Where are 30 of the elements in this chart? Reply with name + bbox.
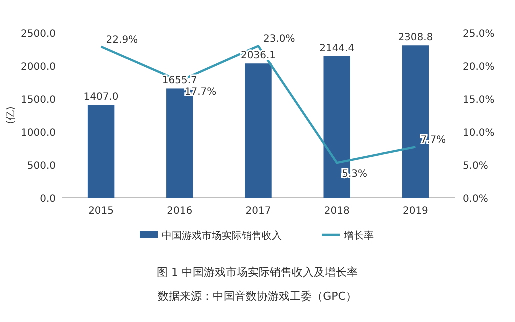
data-label: 1407.0 bbox=[84, 92, 119, 104]
bar bbox=[245, 64, 272, 198]
data-label: 1655.7 bbox=[162, 76, 198, 87]
y2-tick-label: 10.0% bbox=[463, 128, 495, 139]
data-label: 23.0% bbox=[264, 34, 296, 46]
legend-label: 中国游戏市场实际销售收入 bbox=[162, 230, 282, 242]
data-label: 22.9% bbox=[106, 34, 138, 46]
data-label: 2144.4 bbox=[320, 43, 355, 54]
x-tick-label: 2017 bbox=[246, 206, 272, 217]
x-tick-label: 2018 bbox=[324, 206, 350, 217]
y-tick-label: 0.0 bbox=[40, 194, 56, 205]
x-tick-label: 2016 bbox=[167, 206, 193, 217]
y-tick-label: 1500.0 bbox=[21, 95, 56, 106]
y-axis-title: (亿) bbox=[6, 106, 17, 124]
y2-tick-label: 20.0% bbox=[463, 62, 495, 73]
y-tick-label: 1000.0 bbox=[21, 128, 56, 139]
y2-tick-label: 0.0% bbox=[463, 194, 488, 205]
legend-label: 增长率 bbox=[343, 230, 374, 242]
y-tick-label: 2000.0 bbox=[21, 62, 56, 73]
y2-tick-label: 5.0% bbox=[463, 161, 488, 172]
source-note: 数据来源：中国音数协游戏工委（GPC） bbox=[158, 290, 357, 303]
text: 图 1 中国游戏市场实际销售收入及增长率 bbox=[157, 266, 358, 279]
y2-tick-label: 15.0% bbox=[463, 95, 495, 106]
y-tick-label: 500.0 bbox=[27, 161, 56, 172]
y-tick-label: 2500.0 bbox=[21, 29, 56, 40]
bar bbox=[88, 105, 115, 198]
x-tick-label: 2015 bbox=[88, 206, 114, 217]
y2-tick-label: 25.0% bbox=[463, 29, 495, 40]
data-label: 2308.8 bbox=[398, 32, 434, 44]
x-tick-label: 2019 bbox=[402, 206, 428, 217]
